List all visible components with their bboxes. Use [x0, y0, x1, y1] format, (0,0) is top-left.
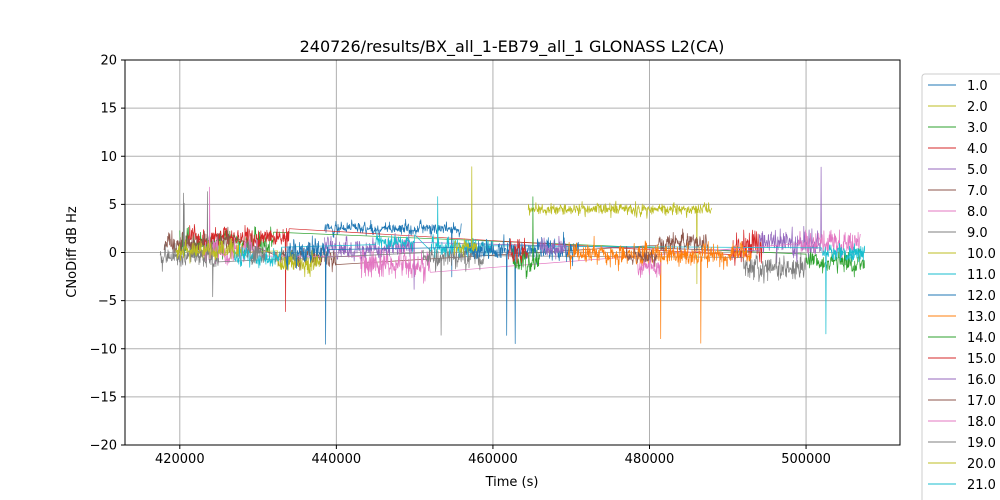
- series-segment: [527, 200, 713, 285]
- y-axis-title: CNoDiff dB Hz: [65, 206, 80, 298]
- y-tick-label: 20: [100, 54, 117, 69]
- x-tick-label: 440000: [312, 452, 362, 467]
- series-connector: [328, 246, 466, 250]
- legend-label: 9.0: [967, 226, 988, 241]
- series-segment: [359, 243, 431, 284]
- series-line-13-0: [566, 235, 752, 344]
- series-segment: [508, 237, 529, 264]
- legend-label: 8.0: [967, 205, 988, 220]
- legend-label: 3.0: [967, 121, 988, 136]
- series-connector: [336, 244, 658, 265]
- series-line-19-0: [246, 240, 267, 266]
- series-line-7-0: [163, 226, 709, 273]
- series-line-21-0: [848, 245, 865, 262]
- series-segment: [848, 245, 865, 262]
- x-axis-title: Time (s): [485, 475, 539, 490]
- legend-label: 12.0: [967, 289, 996, 304]
- y-tick-label: −15: [90, 390, 117, 405]
- legend-label: 21.0: [967, 478, 996, 493]
- series-segment: [453, 166, 478, 257]
- series-segment: [743, 251, 807, 284]
- legend-label: 15.0: [967, 352, 996, 367]
- y-tick-label: 0: [109, 246, 117, 261]
- legend-label: 14.0: [967, 331, 996, 346]
- series-line-17-0: [625, 245, 658, 267]
- series-segment: [277, 248, 321, 278]
- series-segment: [566, 235, 752, 344]
- series-line-18-0: [637, 257, 662, 278]
- y-tick-label: −10: [90, 342, 117, 357]
- series-connector: [281, 244, 376, 248]
- y-tick-label: −5: [98, 294, 117, 309]
- legend-label: 16.0: [967, 373, 996, 388]
- series-segment: [175, 238, 243, 264]
- x-tick-label: 420000: [155, 452, 205, 467]
- legend-label: 17.0: [967, 394, 996, 409]
- series-line-16-0: [539, 235, 568, 260]
- series-segment: [656, 228, 709, 256]
- series-segment: [163, 226, 235, 262]
- series-lines: [159, 166, 866, 345]
- legend-label: 19.0: [967, 436, 996, 451]
- series-segment: [273, 242, 337, 273]
- legend-label: 20.0: [967, 457, 996, 472]
- series-segment: [637, 257, 662, 278]
- legend-label: 13.0: [967, 310, 996, 325]
- series-segment: [375, 230, 415, 253]
- y-tick-label: 10: [100, 150, 117, 165]
- legend-label: 2.0: [967, 100, 988, 115]
- series-segment: [285, 235, 329, 345]
- legend-label: 18.0: [967, 415, 996, 430]
- x-tick-label: 480000: [625, 452, 675, 467]
- x-axis-ticks: 420000 440000 460000 480000 500000: [155, 445, 831, 467]
- legend-label: 1.0: [967, 79, 988, 94]
- legend-label: 4.0: [967, 142, 988, 157]
- series-segment: [625, 245, 658, 267]
- y-tick-label: −20: [90, 439, 117, 454]
- series-segment: [797, 229, 861, 259]
- y-tick-label: 15: [100, 102, 117, 117]
- legend-label: 11.0: [967, 268, 996, 283]
- series-line-2-0: [527, 200, 713, 285]
- series-line-15-0: [508, 237, 529, 264]
- legend: 1.0 2.0 3.0 4.0 5.0 7.0 8.0 9.0 10.0 11.0 12.0 13.0…: [921, 73, 1000, 500]
- series-segment: [324, 219, 462, 278]
- legend-label: 5.0: [967, 163, 988, 178]
- legend-label: 7.0: [967, 184, 988, 199]
- x-tick-label: 500000: [781, 452, 831, 467]
- series-line-1-0: [324, 219, 462, 278]
- series-segment: [246, 240, 267, 266]
- series-line-20-0: [453, 166, 478, 257]
- legend-frame: [921, 73, 1000, 500]
- y-axis-ticks: −20 −15 −10 −5 0 5 10 15 20: [90, 54, 125, 454]
- legend-label: 10.0: [967, 247, 996, 262]
- series-segment: [539, 235, 568, 260]
- x-tick-label: 460000: [468, 452, 518, 467]
- chart-title: 240726/results/BX_all_1-EB79_all_1 GLONA…: [300, 37, 725, 57]
- y-tick-label: 5: [109, 198, 117, 213]
